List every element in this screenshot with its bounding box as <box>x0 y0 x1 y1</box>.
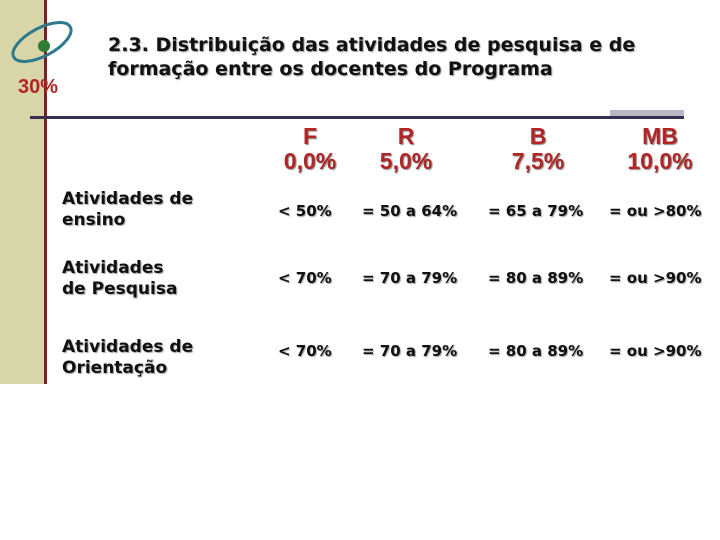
row-label-pesquisa: Atividades de Pesquisa <box>62 258 177 300</box>
cell-pesquisa-f: < 70% <box>278 269 332 287</box>
column-header-b: B 7,5% <box>492 124 584 174</box>
row-label-ensino-line2: ensino <box>62 210 126 230</box>
cell-orientacao-f: < 70% <box>278 342 332 360</box>
cell-ensino-b: = 65 a 79% <box>488 202 584 220</box>
cell-orientacao-mb: = ou >90% <box>609 342 702 360</box>
column-header-r-pct: 5,0% <box>379 148 433 174</box>
cell-orientacao-b: = 80 a 89% <box>488 342 584 360</box>
row-label-orientacao: Atividades de Orientação <box>62 337 193 379</box>
row-label-ensino: Atividades de ensino <box>62 189 193 231</box>
row-label-pesquisa-line1: Atividades <box>62 258 164 278</box>
slide-title-line1: 2.3. Distribuição das atividades de pesq… <box>108 34 636 56</box>
row-label-orientacao-line1: Atividades de <box>62 337 194 357</box>
title-rule-accent <box>610 110 684 116</box>
cell-pesquisa-mb: = ou >90% <box>609 269 702 287</box>
left-decorative-stripe <box>0 0 46 384</box>
row-label-orientacao-line2: Orientação <box>62 358 168 378</box>
row-label-pesquisa-line2: de Pesquisa <box>62 279 178 299</box>
column-header-mb-letter: MB <box>642 123 678 149</box>
logo-orbit-icon <box>11 21 73 63</box>
title-rule <box>30 116 684 119</box>
left-stripe-edge <box>44 0 47 384</box>
column-header-f: F 0,0% <box>264 124 356 174</box>
cell-pesquisa-r: = 70 a 79% <box>362 269 458 287</box>
slide-title-line2: formação entre os docentes do Programa <box>108 58 553 80</box>
column-header-f-letter: F <box>302 123 318 149</box>
slide-title: 2.3. Distribuição das atividades de pesq… <box>108 33 708 81</box>
logo-text: 30% <box>18 76 59 98</box>
row-label-ensino-line1: Atividades de <box>62 189 194 209</box>
column-header-r: R 5,0% <box>360 124 452 174</box>
cell-ensino-r: = 50 a 64% <box>362 202 458 220</box>
cell-ensino-mb: = ou >80% <box>609 202 702 220</box>
cell-ensino-f: < 50% <box>278 202 332 220</box>
column-header-mb: MB 10,0% <box>612 124 708 174</box>
column-header-b-letter: B <box>529 123 547 149</box>
cell-orientacao-r: = 70 a 79% <box>362 342 458 360</box>
column-header-f-pct: 0,0% <box>283 148 337 174</box>
column-header-mb-pct: 10,0% <box>627 148 693 174</box>
column-header-b-pct: 7,5% <box>511 148 565 174</box>
cell-pesquisa-b: = 80 a 89% <box>488 269 584 287</box>
column-header-r-letter: R <box>397 123 415 149</box>
